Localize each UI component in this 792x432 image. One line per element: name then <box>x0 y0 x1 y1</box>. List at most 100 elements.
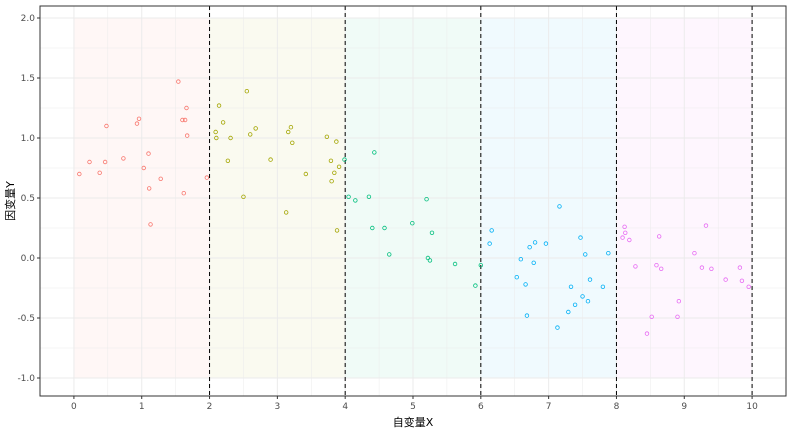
data-point <box>606 250 611 256</box>
data-point <box>286 129 291 135</box>
data-point <box>104 123 109 129</box>
data-point <box>146 186 152 191</box>
data-point <box>518 257 524 262</box>
data-point <box>523 282 528 287</box>
data-point <box>644 331 650 336</box>
data-point <box>77 171 82 177</box>
data-point <box>382 225 387 231</box>
data-point <box>244 88 250 94</box>
x-tick-label: 10 <box>746 402 758 412</box>
data-point <box>424 196 429 202</box>
x-axis: 0 1 2 3 4 5 6 7 8 9 10 <box>71 396 758 412</box>
data-point <box>176 79 181 84</box>
data-point <box>248 132 253 137</box>
x-tick-label: 4 <box>342 402 348 412</box>
data-point <box>102 159 108 165</box>
data-point <box>703 223 709 228</box>
data-point <box>578 235 583 240</box>
data-point <box>737 265 743 270</box>
data-point <box>372 150 377 155</box>
data-point <box>746 284 751 289</box>
data-point <box>253 126 258 131</box>
y-tick-label: 0.0 <box>21 254 36 264</box>
data-point <box>622 224 627 229</box>
data-point <box>87 159 92 165</box>
data-point <box>654 263 659 268</box>
data-point <box>353 198 358 203</box>
data-point <box>478 263 484 268</box>
data-point <box>334 139 339 144</box>
data-point <box>288 124 294 130</box>
data-point <box>180 117 185 123</box>
data-point <box>336 164 342 169</box>
data-point <box>627 237 632 243</box>
data-point <box>675 314 680 319</box>
data-point <box>134 121 140 126</box>
x-tick-label: 1 <box>139 402 145 412</box>
data-point <box>583 252 588 257</box>
y-tick-label: 2.0 <box>21 14 36 24</box>
dashed-lines <box>209 6 753 396</box>
data-point <box>514 275 519 280</box>
data-point <box>324 134 330 139</box>
data-point <box>332 170 337 175</box>
x-tick-label: 5 <box>410 402 416 412</box>
data-point <box>370 225 375 231</box>
data-point <box>473 283 478 288</box>
data-point <box>334 228 340 233</box>
x-tick-label: 9 <box>681 402 687 412</box>
data-point <box>580 294 585 299</box>
data-point <box>328 158 334 163</box>
data-point <box>487 241 492 246</box>
data-point <box>181 190 186 196</box>
data-point <box>587 277 593 282</box>
data-point <box>489 228 494 233</box>
data-point <box>220 120 226 125</box>
data-point <box>699 265 705 270</box>
data-point <box>268 157 273 162</box>
data-point <box>283 210 289 215</box>
data-point <box>531 260 536 265</box>
data-point <box>121 156 126 161</box>
y-tick-label: 1.0 <box>21 134 36 144</box>
data-point <box>600 284 606 289</box>
x-tick-label: 8 <box>614 402 620 412</box>
panel-border <box>39 5 787 397</box>
data-point <box>182 117 188 123</box>
data-point <box>429 230 435 235</box>
data-point <box>303 171 309 177</box>
data-point <box>568 284 574 289</box>
data-point <box>146 151 151 156</box>
data-point <box>649 314 654 319</box>
x-tick-label: 2 <box>207 402 213 412</box>
data-point <box>623 230 628 235</box>
data-point <box>158 176 163 181</box>
data-point <box>555 325 560 330</box>
data-point <box>659 266 664 271</box>
data-point <box>97 170 102 175</box>
x-tick-label: 0 <box>71 402 77 412</box>
data-point <box>676 299 682 304</box>
data-point <box>585 299 591 304</box>
data-point <box>543 241 549 246</box>
y-tick-label: 0.5 <box>21 194 35 204</box>
y-axis: -1.0 -0.5 0.0 0.5 1.0 1.5 2.0 <box>17 14 40 384</box>
data-point <box>228 135 233 141</box>
data-point <box>427 258 433 263</box>
data-point <box>739 278 745 283</box>
data-point <box>346 194 351 199</box>
data-point <box>572 302 578 307</box>
data-point <box>216 103 222 108</box>
x-tick-label: 3 <box>274 402 280 412</box>
x-axis-title: 自变量X <box>393 415 434 429</box>
x-tick-label: 7 <box>546 402 552 412</box>
data-point <box>290 140 295 145</box>
data-point <box>692 250 697 256</box>
data-point <box>184 105 189 111</box>
data-point <box>225 158 231 163</box>
data-point <box>213 129 218 135</box>
data-point <box>184 133 190 138</box>
data-point <box>410 220 415 226</box>
data-point <box>452 261 458 267</box>
